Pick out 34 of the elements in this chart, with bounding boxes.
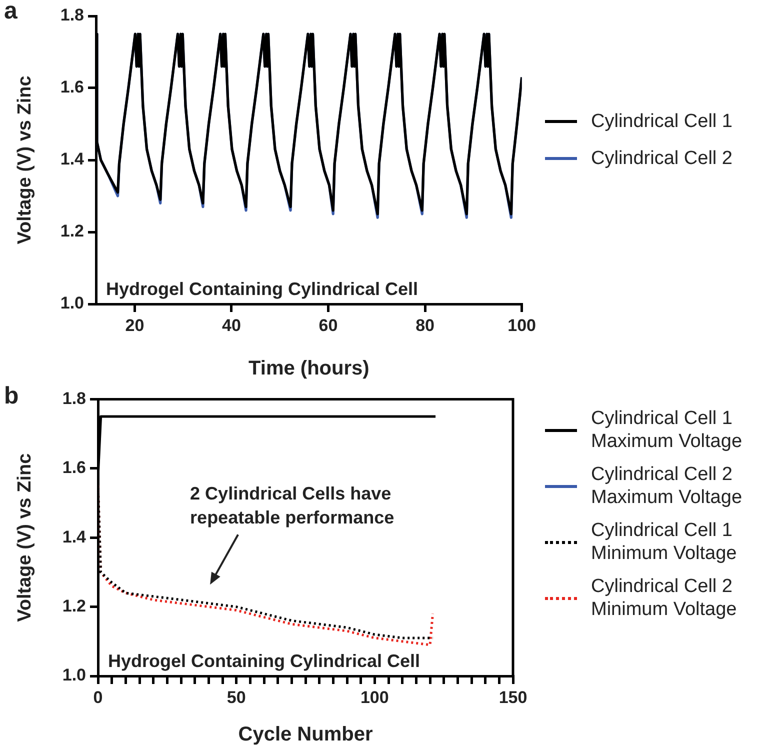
x-tick-label: 100 [360, 688, 389, 707]
legend-label: Cylindrical Cell 2 Maximum Voltage [591, 463, 744, 509]
x-axis-title: Cycle Number [238, 724, 373, 746]
x-tick-label: 40 [222, 316, 241, 335]
legend-label: Cylindrical Cell 1 Minimum Voltage [591, 519, 738, 565]
annotation: 2 Cylindrical Cells have repeatable performance [190, 484, 394, 528]
annotation: Hydrogel Containing Cylindrical Cell [108, 651, 420, 671]
chart-title: b [4, 382, 19, 410]
legend-label: Cylindrical Cell 2 Minimum Voltage [591, 575, 738, 621]
y-tick-label: 1.6 [62, 458, 86, 478]
x-tick-label: 150 [498, 688, 528, 707]
y-axis-title: Voltage (V) vs Zinc [14, 452, 36, 622]
annotation: Hydrogel Containing Cylindrical Cell [106, 279, 418, 299]
y-tick-label: 1.6 [60, 78, 84, 97]
y-tick-label: 1.2 [60, 222, 84, 241]
x-tick-label: 50 [226, 688, 246, 707]
y-tick-label: 1.4 [62, 527, 87, 546]
legend-label: Cylindrical Cell 2 [591, 147, 734, 170]
y-tick-label: 1.8 [62, 388, 86, 408]
x-tick-label: 100 [508, 316, 536, 335]
x-tick-label: 60 [318, 316, 338, 335]
x-tick-label: 0 [93, 688, 103, 707]
y-tick-label: 1.0 [62, 666, 86, 685]
y-tick-label: 1.8 [60, 6, 84, 25]
chart-title: a [4, 0, 18, 25]
x-tick-label: 80 [416, 316, 434, 335]
y-tick-label: 1.4 [60, 150, 85, 169]
y-axis-title: Voltage (V) vs Zinc [14, 75, 36, 244]
y-tick-label: 1.2 [62, 596, 86, 616]
legend-label: Cylindrical Cell 1 Maximum Voltage [591, 407, 744, 453]
legend-label: Cylindrical Cell 1 [591, 110, 734, 133]
x-tick-label: 20 [125, 316, 144, 335]
x-axis-title: Time (hours) [248, 358, 370, 380]
y-tick-label: 1.0 [60, 294, 84, 313]
